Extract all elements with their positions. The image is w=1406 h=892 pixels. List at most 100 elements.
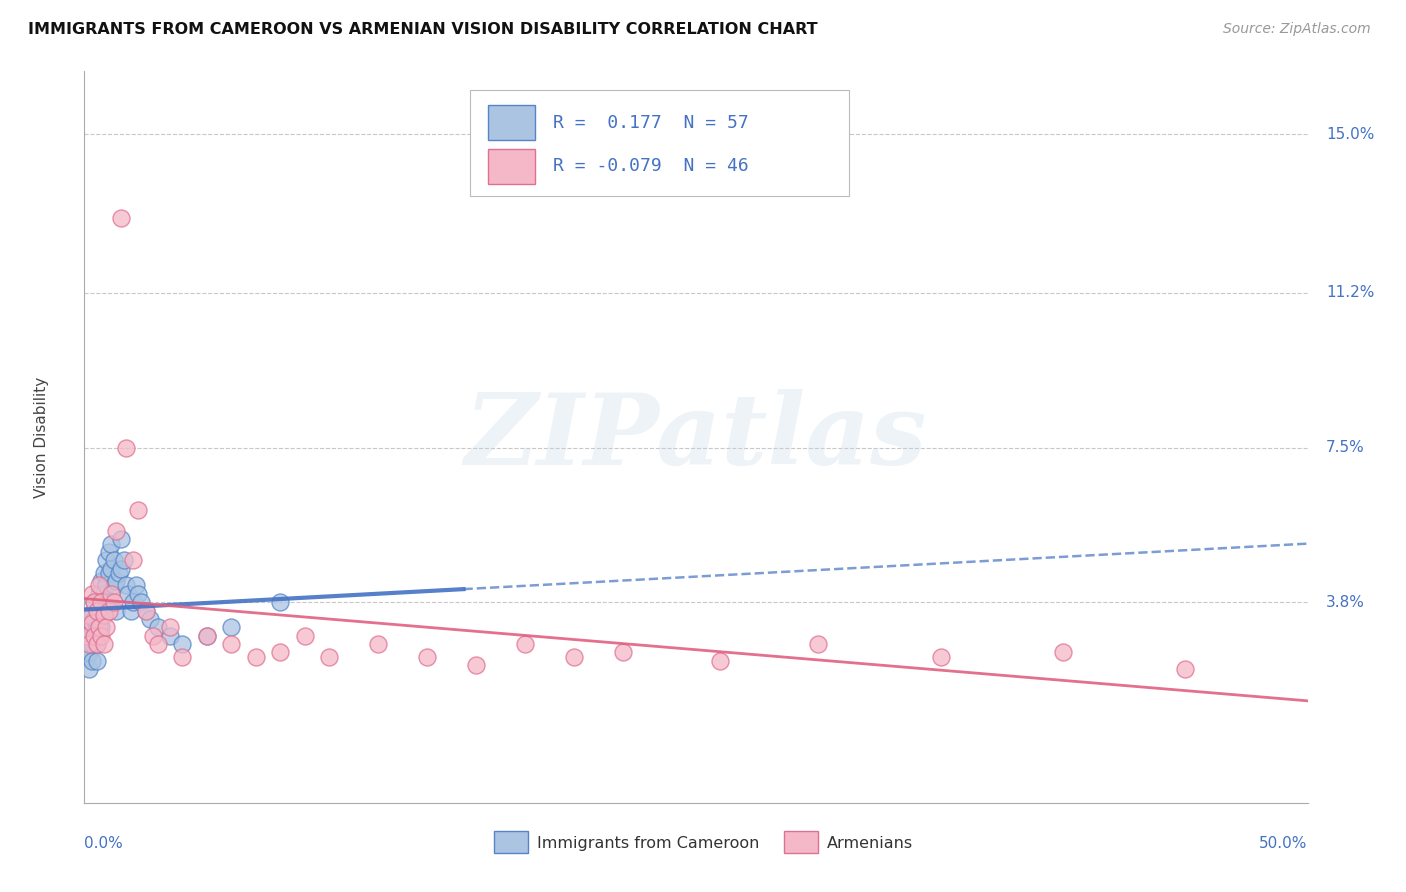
Point xyxy=(110,211,132,225)
Point xyxy=(219,637,242,651)
Point xyxy=(110,533,132,547)
Bar xyxy=(785,830,818,853)
Point xyxy=(807,637,830,651)
Point xyxy=(115,578,138,592)
Point xyxy=(107,566,129,580)
Text: 50.0%: 50.0% xyxy=(1260,836,1308,851)
Point xyxy=(127,587,149,601)
Point xyxy=(120,603,142,617)
Point xyxy=(416,649,439,664)
Point xyxy=(96,578,118,592)
Point xyxy=(100,536,122,550)
Text: 0.0%: 0.0% xyxy=(84,836,124,851)
Point xyxy=(117,587,139,601)
Point xyxy=(146,620,169,634)
Point xyxy=(105,574,128,589)
Point xyxy=(112,553,135,567)
Point xyxy=(135,603,157,617)
Point xyxy=(76,629,98,643)
Point xyxy=(219,620,242,634)
Point xyxy=(76,637,98,651)
Point xyxy=(172,649,194,664)
Point xyxy=(80,637,103,651)
Point xyxy=(125,578,148,592)
Point xyxy=(612,645,634,659)
Point xyxy=(77,645,100,659)
Point xyxy=(76,629,98,643)
Point xyxy=(318,649,340,664)
Point xyxy=(367,637,389,651)
Point xyxy=(1052,645,1074,659)
Point xyxy=(105,603,128,617)
Point xyxy=(562,649,585,664)
Point xyxy=(96,553,118,567)
Point xyxy=(86,637,108,651)
Point xyxy=(90,620,112,634)
Point xyxy=(90,595,112,609)
Point xyxy=(77,616,100,631)
Point xyxy=(87,587,110,601)
Point xyxy=(122,595,145,609)
Point xyxy=(87,620,110,634)
Point xyxy=(1174,662,1197,676)
Point xyxy=(129,595,152,609)
Point xyxy=(122,553,145,567)
Point xyxy=(135,603,157,617)
Point xyxy=(103,553,125,567)
Point xyxy=(87,578,110,592)
Point xyxy=(77,629,100,643)
Point xyxy=(127,503,149,517)
Text: 3.8%: 3.8% xyxy=(1326,595,1365,609)
Text: Armenians: Armenians xyxy=(827,836,912,851)
Text: R =  0.177  N = 57: R = 0.177 N = 57 xyxy=(553,113,748,131)
Point xyxy=(146,637,169,651)
Point xyxy=(97,545,120,559)
Point xyxy=(80,620,103,634)
Point xyxy=(159,629,181,643)
Text: 7.5%: 7.5% xyxy=(1326,440,1365,455)
Point xyxy=(93,637,115,651)
Text: Source: ZipAtlas.com: Source: ZipAtlas.com xyxy=(1223,22,1371,37)
Point xyxy=(86,603,108,617)
Point xyxy=(195,629,218,643)
Point xyxy=(80,587,103,601)
Point xyxy=(86,654,108,668)
FancyBboxPatch shape xyxy=(470,90,849,195)
Point xyxy=(83,595,105,609)
Point xyxy=(80,654,103,668)
Point xyxy=(93,566,115,580)
Point xyxy=(86,603,108,617)
Point xyxy=(90,574,112,589)
Point xyxy=(269,645,291,659)
Point xyxy=(159,620,181,634)
Point xyxy=(105,524,128,538)
Point xyxy=(86,620,108,634)
Point xyxy=(100,562,122,576)
Text: R = -0.079  N = 46: R = -0.079 N = 46 xyxy=(553,158,748,176)
Text: Immigrants from Cameroon: Immigrants from Cameroon xyxy=(537,836,759,851)
Point xyxy=(86,637,108,651)
Point xyxy=(115,441,138,455)
Point xyxy=(90,629,112,643)
Point xyxy=(103,595,125,609)
Point xyxy=(97,566,120,580)
Point xyxy=(195,629,218,643)
Point xyxy=(83,632,105,647)
Point xyxy=(97,595,120,609)
Point xyxy=(929,649,952,664)
Point xyxy=(83,595,105,609)
Point xyxy=(245,649,267,664)
Point xyxy=(139,612,162,626)
Point xyxy=(77,607,100,622)
Point xyxy=(464,657,486,672)
Point xyxy=(90,595,112,609)
Point xyxy=(100,587,122,601)
Point xyxy=(709,654,731,668)
Point xyxy=(80,607,103,622)
Point xyxy=(87,607,110,622)
Point xyxy=(77,637,100,651)
Point xyxy=(294,629,316,643)
Text: 15.0%: 15.0% xyxy=(1326,127,1374,142)
Text: 11.2%: 11.2% xyxy=(1326,285,1374,301)
Point xyxy=(110,562,132,576)
